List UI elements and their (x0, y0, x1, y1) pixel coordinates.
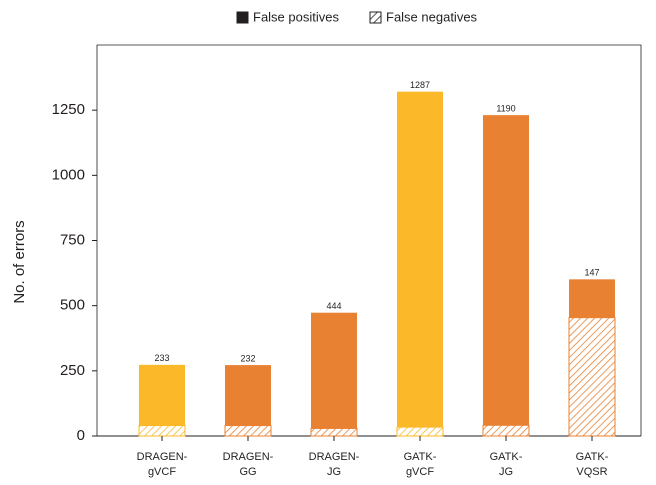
value-label: 444 (326, 301, 341, 311)
value-label: 233 (154, 353, 169, 363)
x-tick-label: VQSR (576, 466, 607, 478)
x-tick-label: JG (499, 466, 513, 478)
x-tick-label: gVCF (148, 466, 176, 478)
y-tick-label: 250 (60, 362, 85, 379)
y-tick-label: 1000 (52, 166, 85, 183)
x-tick-label: gVCF (406, 466, 434, 478)
bar-segment-hatched (310, 427, 358, 437)
bar-segment-hatched (138, 425, 186, 437)
y-tick-label: 1250 (52, 101, 85, 118)
bar-segment-hatched (224, 425, 272, 437)
legend-swatch (236, 11, 249, 24)
bar-segment (397, 91, 443, 428)
value-label: 1287 (410, 80, 430, 90)
y-tick-label: 500 (60, 297, 85, 314)
y-tick-label: 750 (60, 231, 85, 248)
y-axis-label: No. of errors (11, 220, 28, 303)
bar-segment (139, 364, 185, 426)
x-tick-label: DRAGEN- (137, 451, 188, 463)
bar-segment-hatched (568, 317, 616, 437)
bar-segment-hatched (396, 426, 444, 437)
bar-segment-hatched (482, 424, 530, 437)
legend-label: False positives (253, 9, 339, 24)
x-tick-label: GG (239, 466, 256, 478)
x-tick-label: GATK- (576, 451, 609, 463)
value-label: 147 (584, 268, 599, 278)
bar-segment (569, 279, 615, 318)
y-tick-label: 0 (77, 427, 85, 444)
x-tick-label: GATK- (490, 451, 523, 463)
bar-segment (225, 365, 271, 426)
value-label: 232 (240, 353, 255, 363)
legend-label: False negatives (386, 9, 478, 24)
x-tick-label: GATK- (404, 451, 437, 463)
bar-segment (483, 115, 529, 426)
bar-segment (311, 312, 357, 429)
x-tick-label: DRAGEN- (309, 451, 360, 463)
x-tick-label: DRAGEN- (223, 451, 274, 463)
value-label: 1190 (496, 103, 515, 113)
x-tick-label: JG (327, 466, 341, 478)
legend-swatch (369, 11, 382, 24)
